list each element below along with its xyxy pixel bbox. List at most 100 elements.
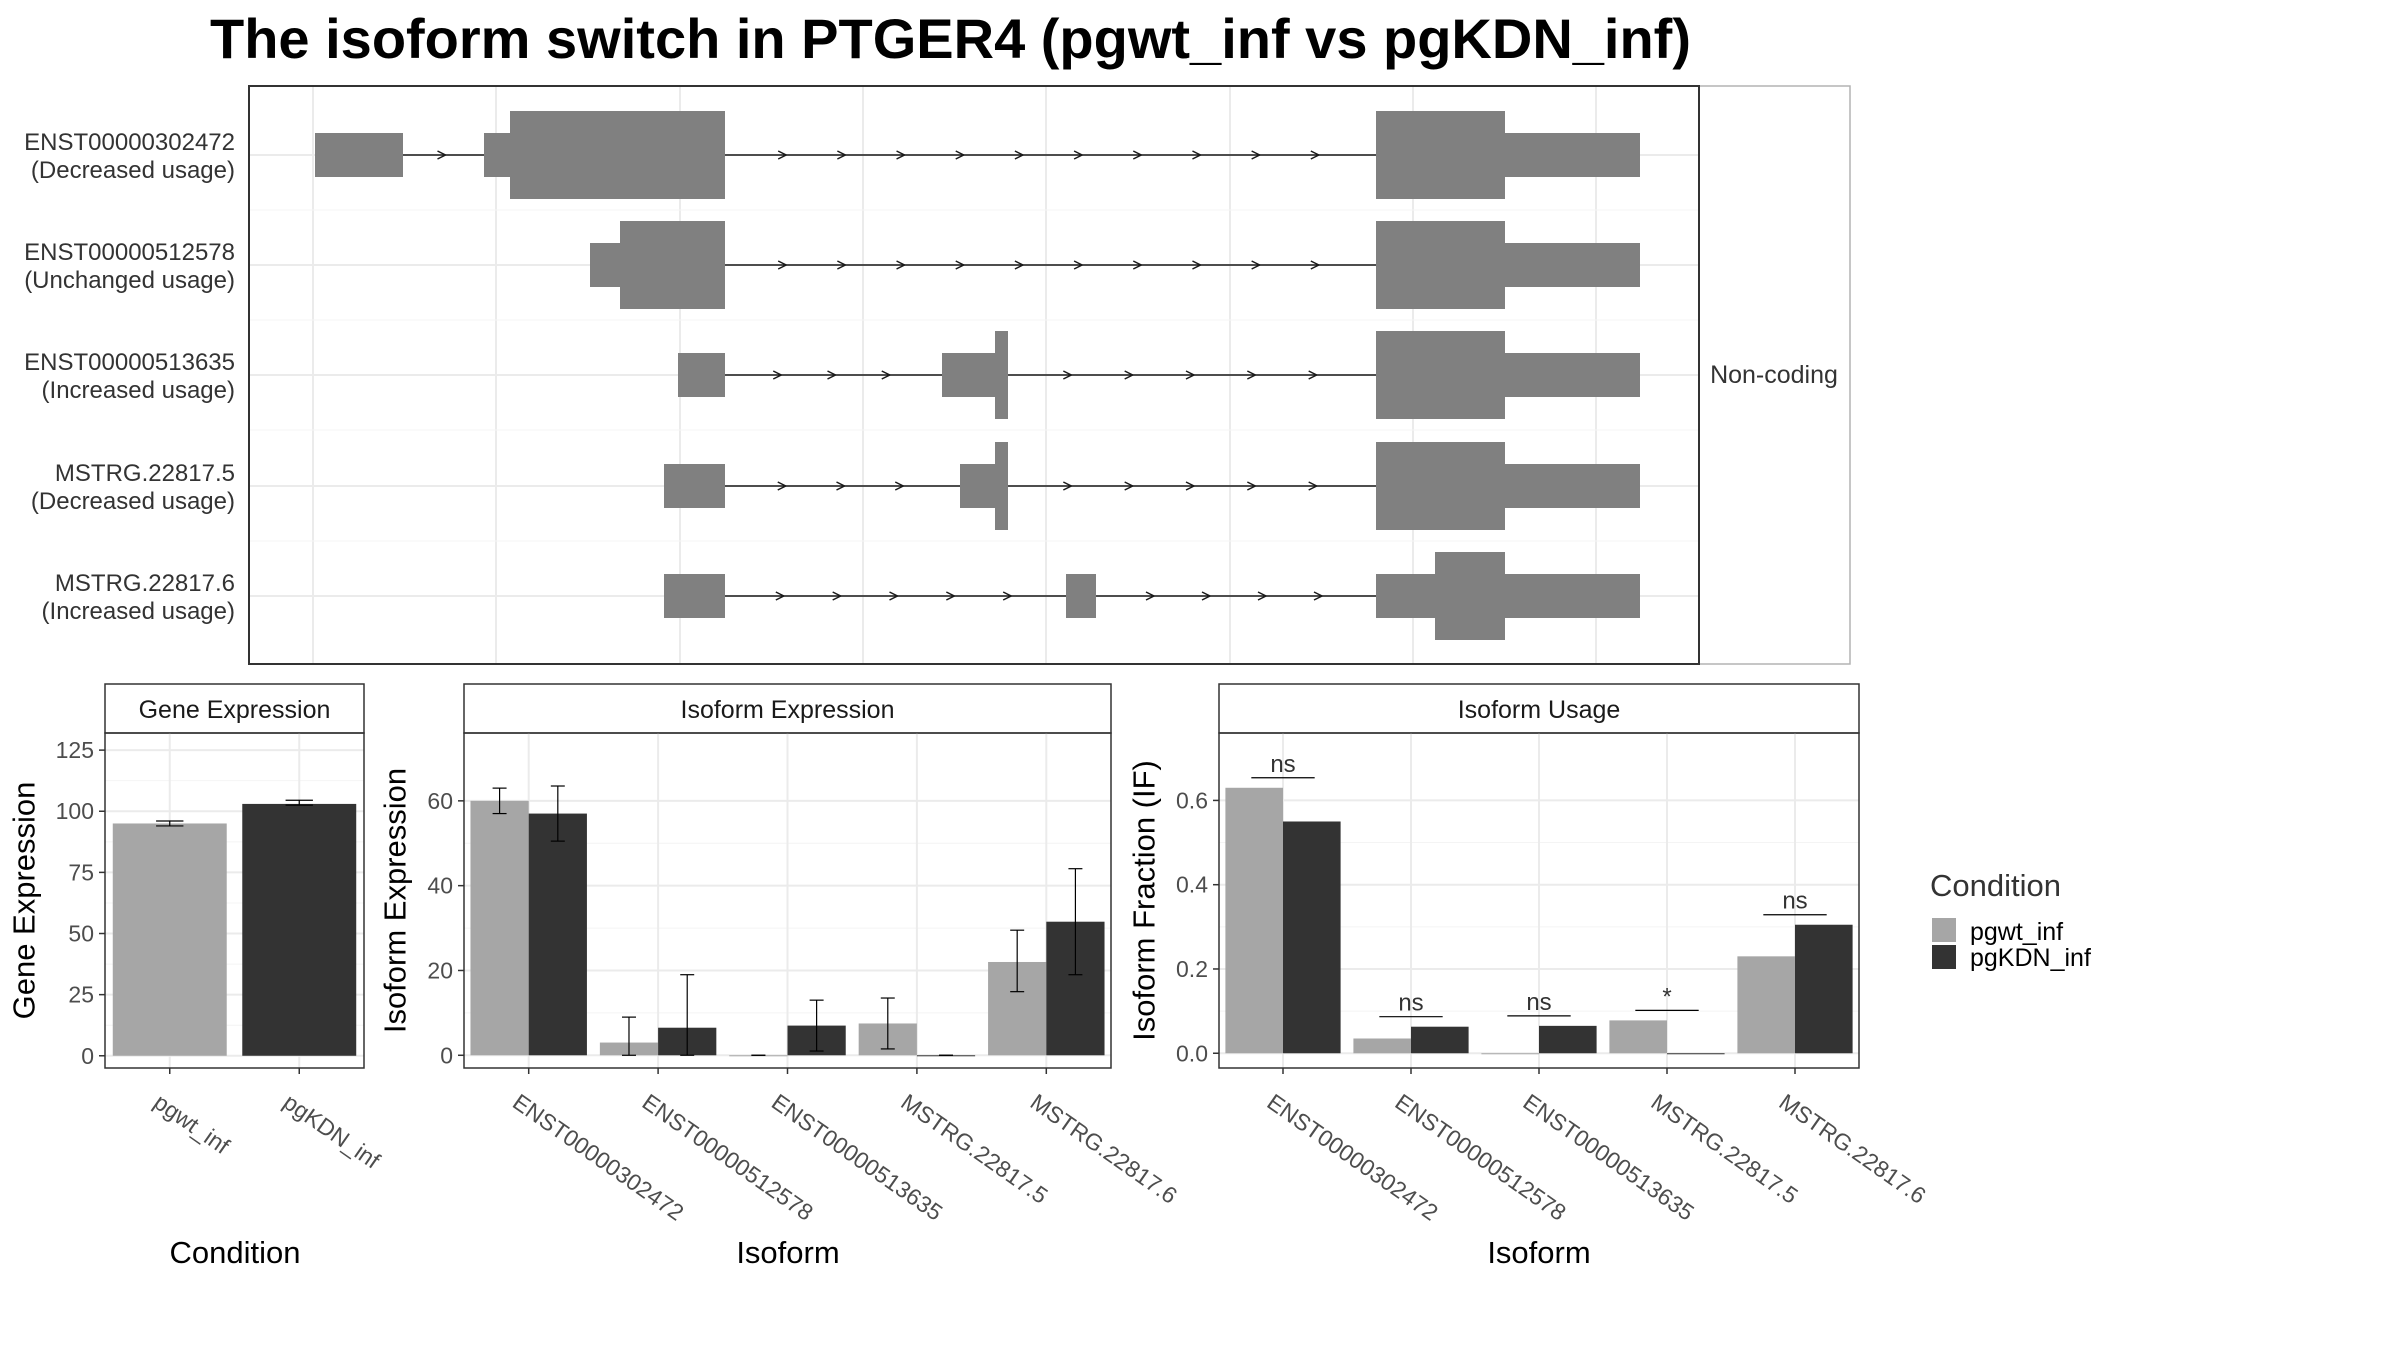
bar <box>1353 1038 1411 1054</box>
legend-swatch-pgwt <box>1932 918 1956 942</box>
strand-arrow <box>1257 591 1268 601</box>
y-tick-label: 75 <box>68 859 94 885</box>
strand-arrow <box>1246 370 1258 380</box>
exon-block <box>664 574 725 618</box>
y-tick-label: 0 <box>440 1042 453 1068</box>
y-tick-label: 40 <box>427 873 453 899</box>
strand-arrow <box>1308 370 1319 380</box>
strand-arrow <box>1062 370 1074 380</box>
exon-block <box>1505 243 1640 287</box>
strand-arrow <box>1124 370 1135 380</box>
isoform-row-id: MSTRG.22817.6 <box>55 570 235 597</box>
bar <box>1225 787 1283 1054</box>
strand-arrow <box>777 260 788 270</box>
transcript-5 <box>664 552 1640 640</box>
legend: Condition pgwt_inf pgKDN_inf <box>1930 868 2091 972</box>
strand-arrow <box>1073 150 1084 160</box>
exon-block <box>1066 574 1096 618</box>
x-tick-label: pgwt_inf <box>149 1089 235 1160</box>
exon-block <box>1376 221 1505 309</box>
strand-arrow <box>1014 150 1025 160</box>
strand-arrow <box>945 591 957 601</box>
strand-arrow <box>1246 481 1258 491</box>
significance-label: ns <box>1526 989 1551 1016</box>
bar <box>528 813 587 1056</box>
significance-label: ns <box>1270 751 1295 778</box>
exon-block <box>1505 133 1640 177</box>
structure-facet-label: Non-coding <box>1710 361 1838 389</box>
strand-arrow <box>1251 150 1262 160</box>
x-axis-label: Condition <box>170 1235 301 1270</box>
strand-arrow <box>836 481 847 491</box>
strand-arrow <box>1192 150 1203 160</box>
bar <box>1481 1053 1539 1055</box>
y-tick-label: 60 <box>427 788 453 814</box>
strand-arrow <box>881 370 892 380</box>
y-tick-label: 100 <box>56 798 94 824</box>
bar <box>112 823 227 1056</box>
y-axis-label: Gene Expression <box>7 782 42 1020</box>
strand-arrow <box>1251 260 1262 270</box>
exon-block <box>995 331 1008 419</box>
strand-arrow <box>1062 481 1074 491</box>
exon-block <box>942 353 995 397</box>
strand-arrow <box>777 481 788 491</box>
exon-block <box>960 464 995 508</box>
strand-arrow <box>1310 150 1321 160</box>
bar <box>470 800 529 1056</box>
strand-arrow <box>889 591 900 601</box>
strand-arrow <box>1124 481 1135 491</box>
exon-block <box>620 221 725 309</box>
bar <box>1737 956 1795 1054</box>
strand-arrow <box>437 150 448 160</box>
strand-arrow <box>1185 481 1196 491</box>
strand-arrow <box>1201 591 1212 601</box>
structure-panel-border <box>248 85 1700 665</box>
y-tick-label: 125 <box>56 737 94 763</box>
exon-block <box>484 133 510 177</box>
isoform-row-id: ENST00000302472 <box>24 129 235 156</box>
strand-arrow <box>894 481 905 491</box>
significance-label: ns <box>1782 888 1807 915</box>
exon-block <box>315 133 403 177</box>
strand-arrow <box>775 591 786 601</box>
strand-arrow <box>827 370 838 380</box>
isoform-row-usage: (Increased usage) <box>42 377 235 404</box>
y-tick-label: 0.2 <box>1176 956 1208 982</box>
strand-arrow <box>1185 370 1196 380</box>
y-tick-label: 50 <box>68 921 94 947</box>
bar <box>1411 1026 1469 1054</box>
isoform-row-usage: (Unchanged usage) <box>24 267 235 294</box>
panel-strip <box>104 683 365 734</box>
strand-arrow <box>1073 260 1084 270</box>
strand-arrow <box>955 150 966 160</box>
exon-block <box>664 464 725 508</box>
strand-arrow <box>1014 260 1025 270</box>
panel-strip-title: Gene Expression <box>139 696 331 724</box>
x-axis-label: Isoform <box>736 1235 839 1270</box>
isoform-structure-panel: Non-coding ENST00000302472(Decreased usa… <box>24 85 1851 665</box>
y-axis-label: Isoform Fraction (IF) <box>1127 760 1162 1041</box>
strand-arrow <box>1313 591 1324 601</box>
panel-strip-title: Isoform Expression <box>681 696 895 724</box>
bar <box>1667 1053 1725 1055</box>
y-axis-label: Isoform Expression <box>378 768 413 1033</box>
exon-block <box>1505 574 1640 618</box>
y-tick-label: 20 <box>427 957 453 983</box>
exon-block <box>1435 552 1505 640</box>
strand-arrow <box>777 150 788 160</box>
strand-arrow <box>837 260 848 270</box>
exon-block <box>678 353 725 397</box>
exon-block <box>510 111 725 199</box>
panel-strip <box>1218 683 1860 734</box>
strand-arrow <box>1132 260 1143 270</box>
panel-border <box>104 732 365 1069</box>
bar <box>1539 1025 1597 1054</box>
legend-label-pgwt: pgwt_inf <box>1970 918 2063 946</box>
panel-strip <box>463 683 1112 734</box>
strand-arrow <box>1132 150 1143 160</box>
isoform-expression-panel: Isoform Expression0204060ENST00000302472… <box>378 683 1182 1270</box>
gene-expression-panel: Gene Expression 0 25 50 75 100 125 pgwt_inf pgKD… <box>7 683 385 1270</box>
strand-arrow <box>896 260 907 270</box>
